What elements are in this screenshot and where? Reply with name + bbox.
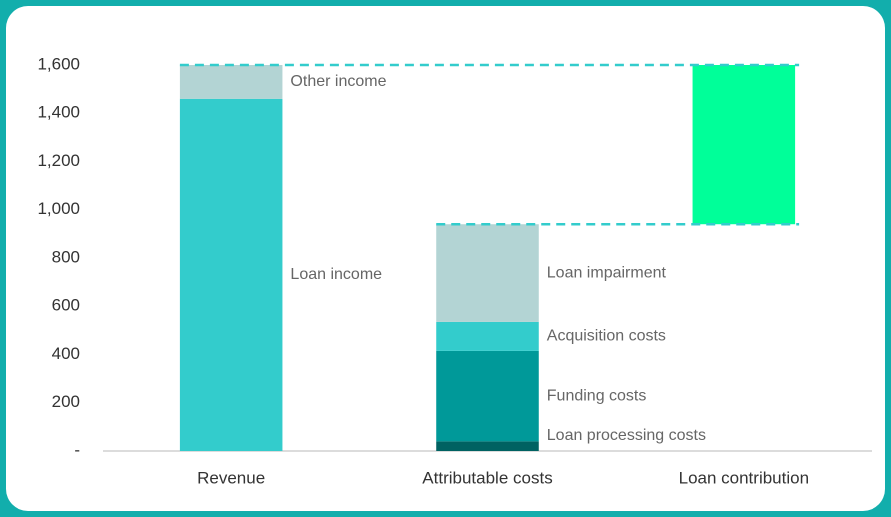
- bar-segment: [436, 350, 539, 442]
- bar-segment: [436, 224, 539, 322]
- bar-segment: [436, 441, 539, 451]
- bar-segment: [179, 98, 283, 452]
- y-tick-label: 800: [52, 247, 80, 266]
- segment-label: Other income: [290, 73, 386, 90]
- y-tick-label: -: [74, 440, 80, 459]
- segment-label: Funding costs: [547, 387, 647, 404]
- segment-label: Loan processing costs: [547, 427, 706, 444]
- x-tick-label: Attributable costs: [422, 468, 552, 487]
- y-tick-label: 600: [52, 296, 80, 315]
- bar-segment: [179, 65, 283, 99]
- x-tick-label: Loan contribution: [679, 468, 809, 487]
- y-tick-label: 1,600: [37, 54, 80, 73]
- bar-segment: [692, 65, 796, 225]
- x-tick-label: Revenue: [197, 468, 265, 487]
- y-tick-label: 1,200: [37, 151, 80, 170]
- y-tick-label: 1,400: [37, 103, 80, 122]
- y-tick-label: 200: [52, 392, 80, 411]
- segment-label: Loan impairment: [547, 264, 667, 281]
- segment-label: Loan income: [290, 266, 382, 283]
- segment-label: Acquisition costs: [547, 328, 666, 345]
- y-tick-label: 400: [52, 344, 80, 363]
- bar-segment: [436, 321, 539, 351]
- y-tick-label: 1,000: [37, 199, 80, 218]
